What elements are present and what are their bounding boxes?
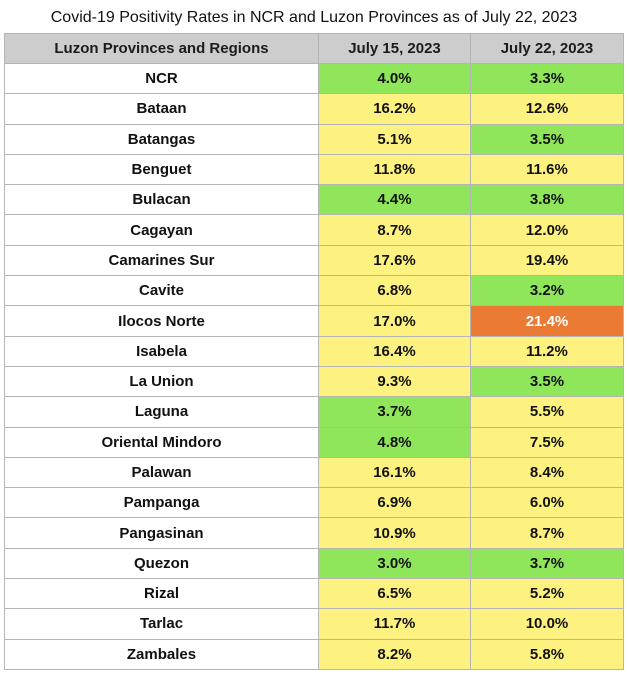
july-22-rate-cell: 3.5% — [470, 365, 624, 398]
table-row: Pampanga 6.9% 6.0% — [4, 487, 624, 519]
july-22-rate-cell: 12.6% — [470, 93, 624, 125]
july-22-rate-cell: 8.4% — [470, 456, 624, 489]
positivity-table: Luzon Provinces and Regions July 15, 202… — [4, 33, 624, 670]
table-row: Isabela 16.4% 11.2% — [4, 335, 624, 367]
july-15-rate-cell: 17.6% — [318, 244, 471, 277]
region-name-cell: Pampanga — [4, 487, 319, 519]
july-22-rate-cell: 21.4% — [470, 305, 624, 337]
july-22-rate-cell: 5.8% — [470, 638, 624, 670]
region-name-cell: Bataan — [4, 93, 319, 125]
table-header: Luzon Provinces and Regions July 15, 202… — [4, 33, 624, 64]
july-15-rate-cell: 4.4% — [318, 184, 471, 216]
region-name-cell: Bulacan — [4, 184, 319, 216]
region-name-cell: Zambales — [4, 638, 319, 670]
july-15-rate-cell: 3.0% — [318, 547, 471, 580]
july-15-rate-cell: 8.7% — [318, 214, 471, 246]
region-name-cell: Palawan — [4, 456, 319, 489]
table-row: Laguna 3.7% 5.5% — [4, 396, 624, 428]
table-row: Camarines Sur 17.6% 19.4% — [4, 244, 624, 277]
table-row: Pangasinan 10.9% 8.7% — [4, 517, 624, 549]
column-header-july-22: July 22, 2023 — [470, 33, 624, 64]
table-row: NCR 4.0% 3.3% — [4, 62, 624, 95]
table-row: Cagayan 8.7% 12.0% — [4, 214, 624, 246]
july-15-rate-cell: 16.2% — [318, 93, 471, 125]
july-15-rate-cell: 4.0% — [318, 62, 471, 95]
july-22-rate-cell: 19.4% — [470, 244, 624, 277]
july-22-rate-cell: 6.0% — [470, 487, 624, 519]
region-name-cell: Cagayan — [4, 214, 319, 246]
july-22-rate-cell: 3.2% — [470, 275, 624, 307]
table-row: Tarlac 11.7% 10.0% — [4, 608, 624, 640]
july-22-rate-cell: 12.0% — [470, 214, 624, 246]
region-name-cell: La Union — [4, 365, 319, 398]
july-22-rate-cell: 8.7% — [470, 517, 624, 549]
table-body: NCR 4.0% 3.3% Bataan 16.2% 12.6% Batangas 5.1% 3… — [4, 62, 624, 670]
july-15-rate-cell: 5.1% — [318, 123, 471, 155]
july-15-rate-cell: 8.2% — [318, 638, 471, 670]
july-22-rate-cell: 11.2% — [470, 335, 624, 367]
region-name-cell: NCR — [4, 62, 319, 95]
region-name-cell: Pangasinan — [4, 517, 319, 549]
july-22-rate-cell: 5.5% — [470, 396, 624, 428]
july-15-rate-cell: 3.7% — [318, 396, 471, 428]
table-row: Palawan 16.1% 8.4% — [4, 456, 624, 489]
july-15-rate-cell: 11.7% — [318, 608, 471, 640]
region-name-cell: Quezon — [4, 547, 319, 580]
page-title: Covid-19 Positivity Rates in NCR and Luz… — [50, 9, 578, 26]
region-name-cell: Laguna — [4, 396, 319, 428]
table-row: Bataan 16.2% 12.6% — [4, 93, 624, 125]
region-name-cell: Oriental Mindoro — [4, 426, 319, 458]
july-15-rate-cell: 10.9% — [318, 517, 471, 549]
july-22-rate-cell: 3.5% — [470, 123, 624, 155]
july-22-rate-cell: 3.7% — [470, 547, 624, 580]
table-row: Ilocos Norte 17.0% 21.4% — [4, 305, 624, 337]
july-15-rate-cell: 17.0% — [318, 305, 471, 337]
july-22-rate-cell: 5.2% — [470, 578, 624, 610]
table-row: Batangas 5.1% 3.5% — [4, 123, 624, 155]
region-name-cell: Rizal — [4, 578, 319, 610]
region-name-cell: Benguet — [4, 153, 319, 186]
column-header-region: Luzon Provinces and Regions — [4, 33, 319, 64]
header-row: Luzon Provinces and Regions July 15, 202… — [4, 33, 624, 64]
july-15-rate-cell: 6.5% — [318, 578, 471, 610]
july-15-rate-cell: 6.9% — [318, 487, 471, 519]
july-15-rate-cell: 11.8% — [318, 153, 471, 186]
july-22-rate-cell: 10.0% — [470, 608, 624, 640]
july-22-rate-cell: 3.3% — [470, 62, 624, 95]
table-row: Rizal 6.5% 5.2% — [4, 578, 624, 610]
table-row: Zambales 8.2% 5.8% — [4, 638, 624, 670]
table-row: Bulacan 4.4% 3.8% — [4, 184, 624, 216]
july-22-rate-cell: 7.5% — [470, 426, 624, 458]
table-row: Cavite 6.8% 3.2% — [4, 275, 624, 307]
july-15-rate-cell: 6.8% — [318, 275, 471, 307]
region-name-cell: Cavite — [4, 275, 319, 307]
table-row: Benguet 11.8% 11.6% — [4, 153, 624, 186]
july-22-rate-cell: 3.8% — [470, 184, 624, 216]
region-name-cell: Ilocos Norte — [4, 305, 319, 337]
july-15-rate-cell: 9.3% — [318, 365, 471, 398]
table-row: Quezon 3.0% 3.7% — [4, 547, 624, 580]
table-row: La Union 9.3% 3.5% — [4, 365, 624, 398]
region-name-cell: Tarlac — [4, 608, 319, 640]
july-15-rate-cell: 16.1% — [318, 456, 471, 489]
july-22-rate-cell: 11.6% — [470, 153, 624, 186]
july-15-rate-cell: 4.8% — [318, 426, 471, 458]
july-15-rate-cell: 16.4% — [318, 335, 471, 367]
region-name-cell: Isabela — [4, 335, 319, 367]
region-name-cell: Batangas — [4, 123, 319, 155]
region-name-cell: Camarines Sur — [4, 244, 319, 277]
column-header-july-15: July 15, 2023 — [318, 33, 471, 64]
table-row: Oriental Mindoro 4.8% 7.5% — [4, 426, 624, 458]
